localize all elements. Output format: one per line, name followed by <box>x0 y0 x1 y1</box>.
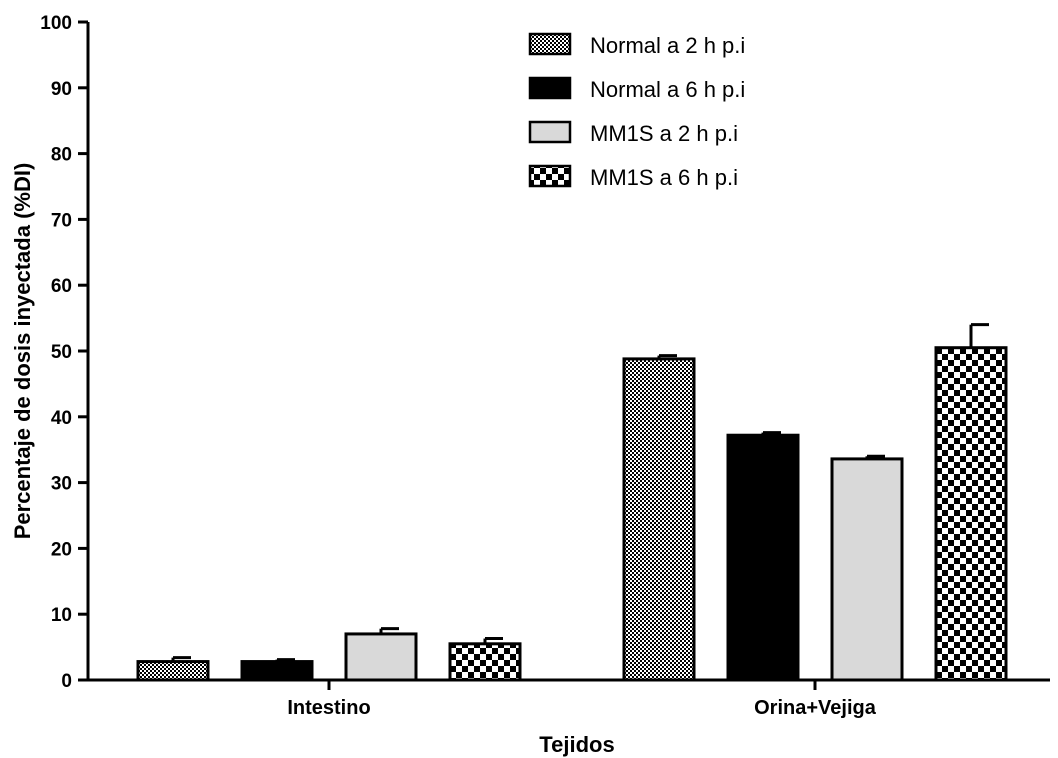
legend-label: Normal a 6 h p.i <box>590 77 745 102</box>
bar <box>934 346 1008 682</box>
legend-label: Normal a 2 h p.i <box>590 33 745 58</box>
bar <box>830 457 904 682</box>
bar <box>448 642 522 682</box>
y-axis-title: Percentaje de dosis inyectada (%DI) <box>10 163 35 540</box>
bar <box>622 357 696 682</box>
legend-swatch <box>528 76 572 100</box>
legend: Normal a 2 h p.i Normal a 6 h p.i MM1S a 2… <box>528 32 745 190</box>
y-tick-label: 80 <box>51 145 72 166</box>
bar <box>344 632 418 682</box>
x-axis-title: Tejidos <box>539 732 614 757</box>
bar <box>136 660 210 682</box>
legend-label: MM1S a 2 h p.i <box>590 121 738 146</box>
y-tick-label: 20 <box>51 539 72 560</box>
y-tick-label: 30 <box>51 474 72 495</box>
y-tick-label: 50 <box>51 342 72 363</box>
x-tick-label: Orina+Vejiga <box>754 697 877 719</box>
y-tick-label: 60 <box>51 276 72 297</box>
legend-swatch <box>528 164 572 188</box>
y-tick-label: 40 <box>51 408 72 429</box>
bar <box>726 433 800 682</box>
y-tick-label: 90 <box>51 79 72 100</box>
bar <box>240 660 314 682</box>
y-tick-label: 10 <box>51 605 72 626</box>
legend-swatch <box>528 120 572 144</box>
y-tick-label: 0 <box>61 671 72 692</box>
x-tick-label: Intestino <box>287 697 370 719</box>
legend-label: MM1S a 6 h p.i <box>590 165 738 190</box>
bars <box>136 323 1008 682</box>
legend-swatch <box>528 32 572 56</box>
y-tick-label: 100 <box>40 13 72 34</box>
y-tick-label: 70 <box>51 210 72 231</box>
